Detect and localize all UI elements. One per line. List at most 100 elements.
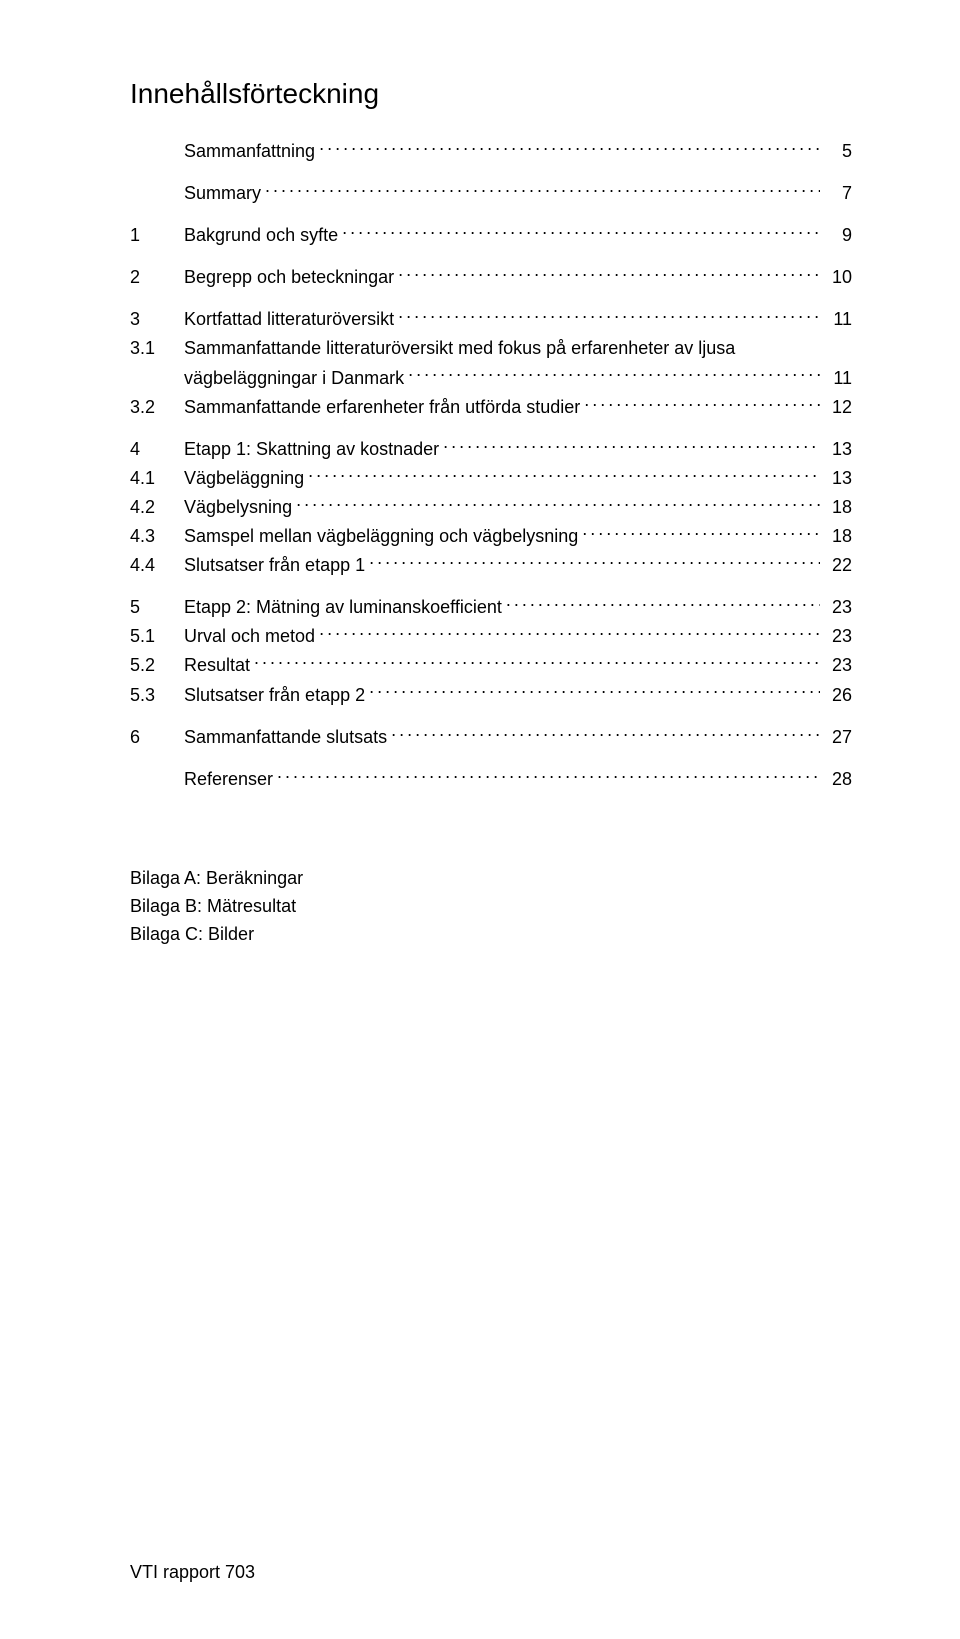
toc-row: 5.2Resultat 23 — [130, 652, 852, 678]
toc-entry-label: Resultat — [184, 652, 250, 678]
toc-row: vägbeläggningar i Danmark 11 — [130, 365, 852, 391]
toc-row: 5.3Slutsatser från etapp 2 26 — [130, 682, 852, 708]
toc-entry-number: 3.2 — [130, 394, 184, 420]
footer-text: VTI rapport 703 — [130, 1562, 255, 1583]
toc-entry-page: 22 — [824, 552, 852, 578]
toc-row: 1Bakgrund och syfte 9 — [130, 222, 852, 248]
toc-entry-label: Bakgrund och syfte — [184, 222, 338, 248]
toc-entry-page: 5 — [824, 138, 852, 164]
toc-row: Sammanfattning 5 — [130, 138, 852, 164]
toc-entry-label: Sammanfattande litteraturöversikt med fo… — [184, 335, 735, 361]
toc-entry-label: Sammanfattande erfarenheter från utförda… — [184, 394, 580, 420]
toc-entry-page: 18 — [824, 523, 852, 549]
toc-leader-dots — [296, 495, 820, 513]
toc-row: Referenser 28 — [130, 766, 852, 792]
toc-entry-label: Referenser — [184, 766, 273, 792]
toc-gap — [130, 209, 852, 219]
toc-entry-number: 5.2 — [130, 652, 184, 678]
toc-row: 4Etapp 1: Skattning av kostnader 13 — [130, 436, 852, 462]
toc-entry-page: 23 — [824, 594, 852, 620]
appendix-line: Bilaga C: Bilder — [130, 921, 852, 949]
toc-entry-number: 1 — [130, 222, 184, 248]
toc-row: 5Etapp 2: Mätning av luminanskoefficient… — [130, 594, 852, 620]
toc-row: 4.1Vägbeläggning 13 — [130, 465, 852, 491]
toc-entry-page: 13 — [824, 436, 852, 462]
toc-entry-page: 23 — [824, 652, 852, 678]
toc-entry-page: 28 — [824, 766, 852, 792]
toc-leader-dots — [506, 595, 820, 613]
toc-leader-dots — [265, 181, 820, 199]
toc-row: 3.2Sammanfattande erfarenheter från utfö… — [130, 394, 852, 420]
toc-entry-label: Samspel mellan vägbeläggning och vägbely… — [184, 523, 578, 549]
toc-entry-page: 26 — [824, 682, 852, 708]
toc-entry-label: Sammanfattning — [184, 138, 315, 164]
toc-leader-dots — [582, 524, 820, 542]
toc-entry-page: 27 — [824, 724, 852, 750]
toc-row: 5.1Urval och metod23 — [130, 623, 852, 649]
toc-entry-page: 13 — [824, 465, 852, 491]
toc-leader-dots — [584, 395, 820, 413]
toc-entry-number: 5.3 — [130, 682, 184, 708]
toc-entry-number: 4.1 — [130, 465, 184, 491]
toc-leader-dots — [391, 725, 820, 743]
toc-gap — [130, 167, 852, 177]
toc-entry-number: 2 — [130, 264, 184, 290]
toc-leader-dots — [408, 366, 820, 384]
toc-leader-dots — [319, 624, 820, 642]
toc-entry-number: 6 — [130, 724, 184, 750]
toc-entry-label: Urval och metod — [184, 623, 315, 649]
toc-gap — [130, 795, 852, 825]
toc-row: 3.1Sammanfattande litteraturöversikt med… — [130, 335, 852, 361]
toc-entry-page: 12 — [824, 394, 852, 420]
toc-entry-number: 4 — [130, 436, 184, 462]
appendix-line: Bilaga A: Beräkningar — [130, 865, 852, 893]
toc-row: 4.3Samspel mellan vägbeläggning och vägb… — [130, 523, 852, 549]
toc-entry-number: 4.3 — [130, 523, 184, 549]
toc-leader-dots — [254, 653, 820, 671]
toc-leader-dots — [369, 683, 820, 701]
toc-gap — [130, 423, 852, 433]
toc-list: Sammanfattning 5 Summary 7 1Bakgrund och syf… — [130, 138, 852, 825]
toc-entry-label: Kortfattad litteraturöversikt — [184, 306, 394, 332]
toc-gap — [130, 293, 852, 303]
toc-entry-label: Vägbeläggning — [184, 465, 304, 491]
toc-leader-dots — [443, 437, 820, 455]
toc-leader-dots — [319, 139, 820, 157]
toc-entry-number: 5 — [130, 594, 184, 620]
toc-entry-label: Etapp 1: Skattning av kostnader — [184, 436, 439, 462]
appendix-line: Bilaga B: Mätresultat — [130, 893, 852, 921]
toc-entry-label: Slutsatser från etapp 1 — [184, 552, 365, 578]
toc-gap — [130, 251, 852, 261]
toc-leader-dots — [369, 553, 820, 571]
appendix-block: Bilaga A: BeräkningarBilaga B: Mätresult… — [130, 865, 852, 949]
toc-leader-dots — [398, 307, 820, 325]
toc-entry-label: Vägbelysning — [184, 494, 292, 520]
toc-row: 6Sammanfattande slutsats 27 — [130, 724, 852, 750]
toc-entry-page: 11 — [824, 306, 852, 332]
toc-row: 2Begrepp och beteckningar10 — [130, 264, 852, 290]
toc-leader-dots — [342, 223, 820, 241]
toc-entry-number: 3.1 — [130, 335, 184, 361]
toc-entry-page: 9 — [824, 222, 852, 248]
page: Innehållsförteckning Sammanfattning5Summ… — [0, 0, 960, 1639]
toc-row: Summary 7 — [130, 180, 852, 206]
toc-entry-number: 3 — [130, 306, 184, 332]
toc-entry-label: Sammanfattande slutsats — [184, 724, 387, 750]
toc-entry-label: Summary — [184, 180, 261, 206]
toc-entry-page: 23 — [824, 623, 852, 649]
toc-row: 4.2Vägbelysning18 — [130, 494, 852, 520]
toc-entry-page: 11 — [824, 365, 852, 391]
toc-gap — [130, 711, 852, 721]
toc-leader-dots — [277, 767, 820, 785]
toc-entry-label: vägbeläggningar i Danmark — [184, 365, 404, 391]
toc-entry-page: 7 — [824, 180, 852, 206]
toc-entry-number: 4.4 — [130, 552, 184, 578]
toc-entry-number: 4.2 — [130, 494, 184, 520]
toc-leader-dots — [308, 466, 820, 484]
toc-row: 4.4Slutsatser från etapp 1 22 — [130, 552, 852, 578]
toc-entry-label: Slutsatser från etapp 2 — [184, 682, 365, 708]
toc-entry-label: Etapp 2: Mätning av luminanskoefficient — [184, 594, 502, 620]
toc-entry-page: 10 — [824, 264, 852, 290]
toc-leader-dots — [398, 265, 820, 283]
toc-row: 3Kortfattad litteraturöversikt 11 — [130, 306, 852, 332]
